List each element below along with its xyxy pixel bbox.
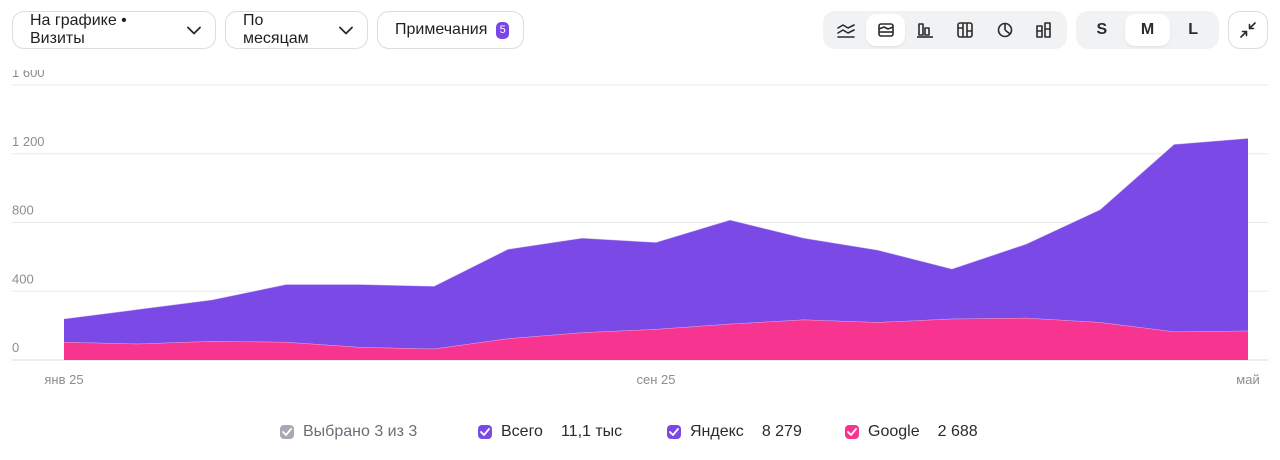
notes-label: Примечания bbox=[395, 21, 488, 38]
bar-chart-icon[interactable] bbox=[905, 14, 945, 46]
legend-item-value: 8 279 bbox=[761, 423, 802, 440]
area-edge bbox=[63, 137, 1249, 320]
y-tick-label: 0 bbox=[12, 340, 19, 355]
y-tick-label: 1 600 bbox=[12, 70, 45, 80]
chevron-down-icon bbox=[187, 26, 201, 35]
legend-selected-label: Выбрано 3 из 3 bbox=[303, 423, 418, 440]
legend-select-all[interactable]: Выбрано 3 из 3 bbox=[280, 421, 417, 443]
stacked-bar-icon[interactable] bbox=[945, 14, 985, 46]
y-tick-label: 800 bbox=[12, 203, 34, 218]
notes-count-badge: 5 bbox=[496, 21, 509, 39]
legend-item-name: Яндекс bbox=[690, 423, 744, 440]
metric-dropdown[interactable]: На графике • Визиты bbox=[12, 11, 216, 49]
size-s-button[interactable]: S bbox=[1096, 21, 1108, 38]
metric-dropdown-label: На графике • Визиты bbox=[30, 12, 127, 47]
period-dropdown-label: По месяцам bbox=[243, 12, 309, 47]
notes-button[interactable]: Примечания 5 bbox=[377, 11, 524, 49]
y-tick-label: 1 200 bbox=[12, 134, 45, 149]
checkbox-icon bbox=[280, 425, 294, 439]
chevron-down-icon bbox=[339, 26, 353, 35]
x-tick-label: сен 25 bbox=[637, 372, 676, 387]
stacked-area-icon[interactable] bbox=[865, 14, 906, 46]
column-chart-icon[interactable] bbox=[1024, 14, 1064, 46]
legend-item-value: 11,1 тыс bbox=[560, 423, 623, 440]
legend-item-google[interactable]: Google 2 688 bbox=[845, 421, 978, 443]
chart-type-switcher bbox=[823, 11, 1067, 49]
visits-area-chart: 0 400 800 1 200 1 600 янв 25 сен 25 май bbox=[12, 70, 1268, 387]
size-l-button[interactable]: L bbox=[1188, 21, 1199, 38]
period-dropdown[interactable]: По месяцам bbox=[225, 11, 368, 49]
x-tick-label: май bbox=[1236, 372, 1259, 387]
legend-item-value: 2 688 bbox=[937, 423, 978, 440]
x-tick-label: янв 25 bbox=[44, 372, 83, 387]
area-яндекс bbox=[64, 138, 1248, 349]
collapse-icon bbox=[1240, 22, 1256, 38]
area-google bbox=[64, 317, 1248, 360]
chart-legend: Выбрано 3 из 3 Всего 11,1 тыс Яндекс 8 2… bbox=[0, 421, 1280, 443]
y-tick-label: 400 bbox=[12, 271, 34, 286]
checkbox-icon bbox=[845, 425, 859, 439]
legend-item-name: Google bbox=[868, 423, 920, 440]
checkbox-icon bbox=[478, 425, 492, 439]
collapse-button[interactable] bbox=[1228, 11, 1268, 49]
legend-item-total[interactable]: Всего 11,1 тыс bbox=[478, 421, 622, 443]
pie-chart-icon[interactable] bbox=[985, 14, 1025, 46]
checkbox-icon bbox=[667, 425, 681, 439]
line-chart-icon[interactable] bbox=[826, 14, 866, 46]
legend-item-name: Всего bbox=[501, 423, 543, 440]
size-m-button[interactable]: M bbox=[1124, 14, 1171, 46]
chart-size-switcher: S M L bbox=[1076, 11, 1219, 49]
legend-item-yandex[interactable]: Яндекс 8 279 bbox=[667, 421, 802, 443]
